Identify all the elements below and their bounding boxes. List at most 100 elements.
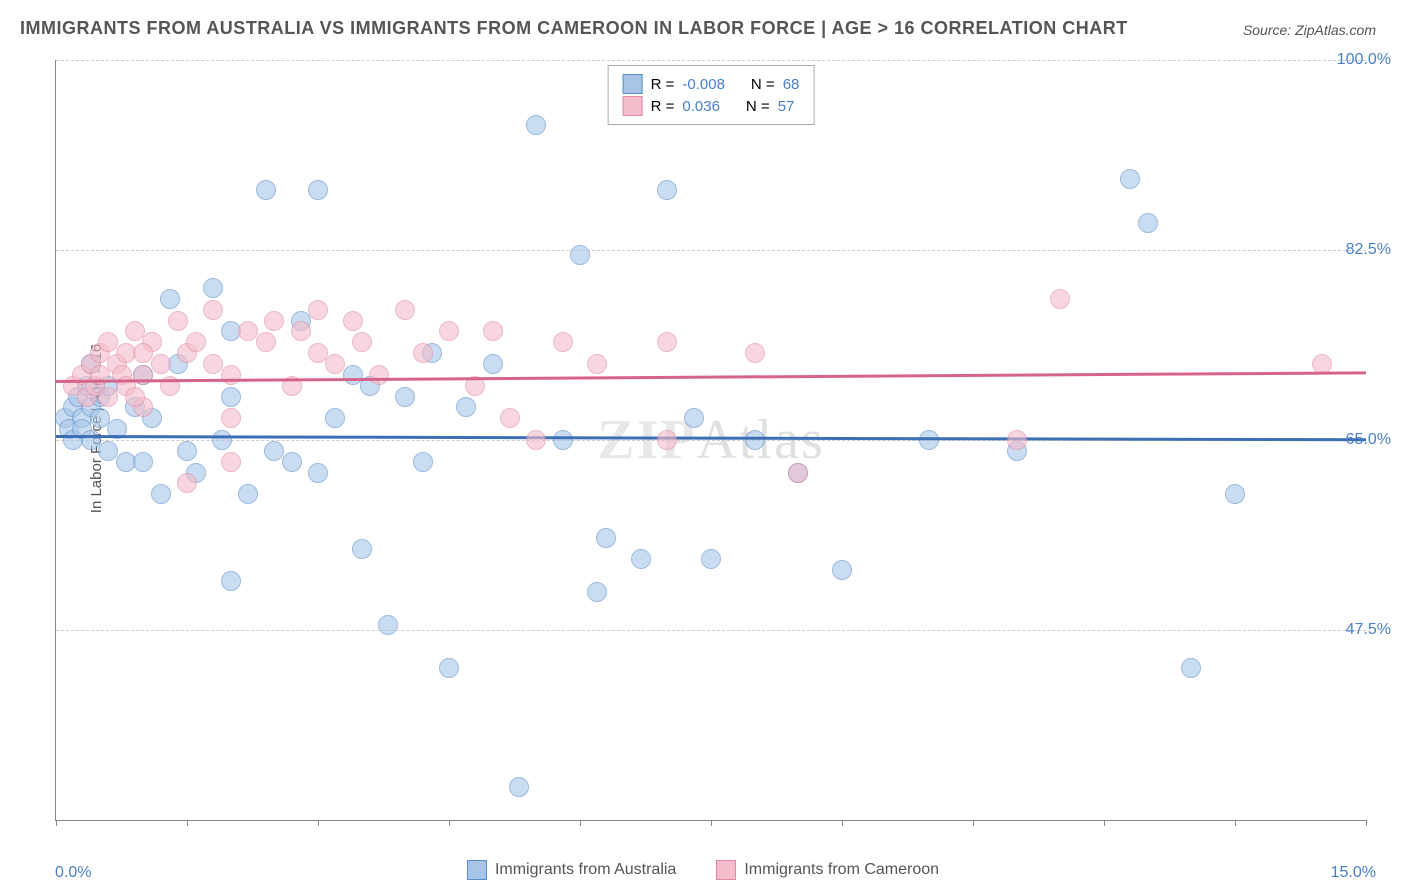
- point-australia: [177, 441, 197, 461]
- x-axis-min-label: 0.0%: [55, 864, 91, 882]
- point-australia: [160, 289, 180, 309]
- point-cameroon: [291, 321, 311, 341]
- point-australia: [1138, 213, 1158, 233]
- chart-title: IMMIGRANTS FROM AUSTRALIA VS IMMIGRANTS …: [20, 18, 1128, 39]
- x-tick: [449, 820, 450, 826]
- point-australia: [570, 245, 590, 265]
- point-australia: [325, 408, 345, 428]
- y-tick-label: 82.5%: [1346, 241, 1391, 259]
- point-australia: [282, 452, 302, 472]
- point-australia: [596, 528, 616, 548]
- r-label: R =: [651, 98, 675, 115]
- point-australia: [587, 582, 607, 602]
- point-cameroon: [125, 387, 145, 407]
- n-label: N =: [751, 76, 775, 93]
- point-cameroon: [745, 343, 765, 363]
- point-australia: [133, 452, 153, 472]
- x-tick: [973, 820, 974, 826]
- x-tick: [1104, 820, 1105, 826]
- point-australia: [919, 430, 939, 450]
- point-australia: [631, 549, 651, 569]
- gridline: [56, 630, 1366, 631]
- trend-line-cameroon: [56, 372, 1366, 383]
- point-cameroon: [1007, 430, 1027, 450]
- gridline: [56, 60, 1366, 61]
- point-cameroon: [308, 300, 328, 320]
- point-australia: [1120, 169, 1140, 189]
- point-cameroon: [151, 354, 171, 374]
- point-australia: [256, 180, 276, 200]
- point-australia: [526, 115, 546, 135]
- swatch-australia: [467, 860, 487, 880]
- point-australia: [483, 354, 503, 374]
- point-cameroon: [308, 343, 328, 363]
- point-australia: [745, 430, 765, 450]
- point-cameroon: [788, 463, 808, 483]
- n-value-australia: 68: [783, 76, 800, 93]
- point-cameroon: [657, 430, 677, 450]
- point-australia: [509, 777, 529, 797]
- x-tick: [318, 820, 319, 826]
- point-cameroon: [133, 343, 153, 363]
- point-australia: [832, 560, 852, 580]
- legend-label-australia: Immigrants from Australia: [495, 861, 676, 879]
- point-cameroon: [186, 332, 206, 352]
- point-cameroon: [413, 343, 433, 363]
- y-tick-label: 47.5%: [1346, 621, 1391, 639]
- point-australia: [1181, 658, 1201, 678]
- x-tick: [711, 820, 712, 826]
- x-tick: [580, 820, 581, 826]
- y-tick-label: 65.0%: [1346, 431, 1391, 449]
- x-tick: [56, 820, 57, 826]
- r-value-cameroon: 0.036: [682, 98, 720, 115]
- point-cameroon: [98, 387, 118, 407]
- point-australia: [238, 484, 258, 504]
- point-australia: [684, 408, 704, 428]
- point-australia: [553, 430, 573, 450]
- r-label: R =: [651, 76, 675, 93]
- point-australia: [1225, 484, 1245, 504]
- point-australia: [413, 452, 433, 472]
- point-australia: [221, 571, 241, 591]
- point-cameroon: [221, 365, 241, 385]
- x-tick: [842, 820, 843, 826]
- swatch-cameroon: [623, 96, 643, 116]
- point-australia: [151, 484, 171, 504]
- point-cameroon: [325, 354, 345, 374]
- n-value-cameroon: 57: [778, 98, 795, 115]
- point-australia: [212, 430, 232, 450]
- point-cameroon: [343, 311, 363, 331]
- point-australia: [395, 387, 415, 407]
- point-cameroon: [395, 300, 415, 320]
- point-cameroon: [553, 332, 573, 352]
- point-australia: [308, 180, 328, 200]
- x-tick: [1235, 820, 1236, 826]
- point-australia: [657, 180, 677, 200]
- point-australia: [456, 397, 476, 417]
- point-australia: [203, 278, 223, 298]
- swatch-australia: [623, 74, 643, 94]
- point-cameroon: [256, 332, 276, 352]
- stats-row-australia: R = -0.008 N = 68: [623, 74, 800, 94]
- source-attribution: Source: ZipAtlas.com: [1243, 22, 1376, 38]
- point-australia: [308, 463, 328, 483]
- point-cameroon: [500, 408, 520, 428]
- point-cameroon: [177, 473, 197, 493]
- point-australia: [439, 658, 459, 678]
- swatch-cameroon: [716, 860, 736, 880]
- point-cameroon: [203, 300, 223, 320]
- x-axis-max-label: 15.0%: [1331, 864, 1376, 882]
- point-australia: [352, 539, 372, 559]
- point-cameroon: [587, 354, 607, 374]
- legend-label-cameroon: Immigrants from Cameroon: [744, 861, 939, 879]
- point-cameroon: [483, 321, 503, 341]
- point-cameroon: [221, 408, 241, 428]
- plot-area: ZIPAtlas R = -0.008 N = 68 R = 0.036 N =…: [55, 60, 1366, 821]
- point-cameroon: [526, 430, 546, 450]
- point-cameroon: [264, 311, 284, 331]
- point-australia: [701, 549, 721, 569]
- x-tick: [1366, 820, 1367, 826]
- legend-item-australia: Immigrants from Australia: [467, 860, 676, 880]
- gridline: [56, 250, 1366, 251]
- stats-row-cameroon: R = 0.036 N = 57: [623, 96, 800, 116]
